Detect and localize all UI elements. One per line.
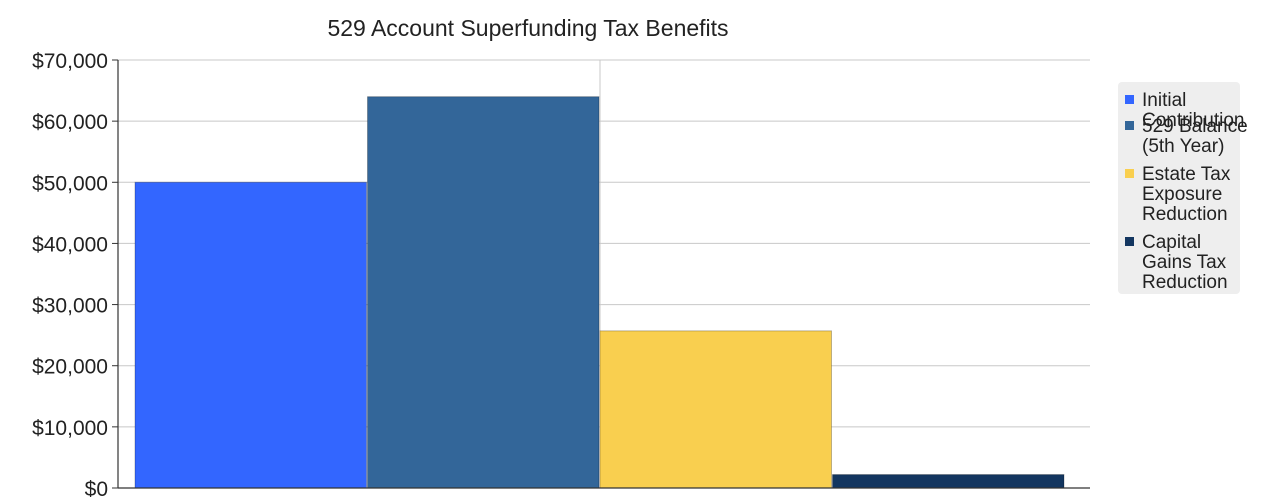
legend-label: Initial Contribution [1142, 90, 1244, 131]
y-axis: $0 $10,000 $20,000 $30,000 $40,000 $50,000 $60… [32, 50, 1090, 501]
y-tick-label: $60,000 [32, 111, 108, 134]
legend-swatch [1125, 237, 1134, 246]
y-tick-label: $20,000 [32, 356, 108, 379]
bars [134, 96, 1065, 489]
bar [832, 474, 1065, 489]
bar [599, 330, 832, 489]
y-tick-label: $50,000 [32, 172, 108, 195]
legend-label: Estate Tax Exposure Reduction [1142, 164, 1231, 225]
legend-swatch [1125, 121, 1134, 130]
legend-background [1118, 82, 1240, 294]
y-tick-label: $40,000 [32, 233, 108, 256]
y-tick-label: $0 [85, 478, 108, 497]
legend-label: Capital Gains Tax Reduction [1142, 232, 1228, 293]
bar [367, 96, 600, 489]
y-tick-label: $10,000 [32, 417, 108, 440]
chart-title: 529 Account Superfunding Tax Benefits [327, 15, 728, 41]
y-tick-label: $70,000 [32, 50, 108, 73]
bar [134, 181, 367, 489]
legend-label: 529 Balance (5th Year) [1142, 116, 1248, 157]
legend-swatch [1125, 169, 1134, 178]
y-tick-label: $30,000 [32, 295, 108, 318]
legend-swatch [1125, 95, 1134, 104]
